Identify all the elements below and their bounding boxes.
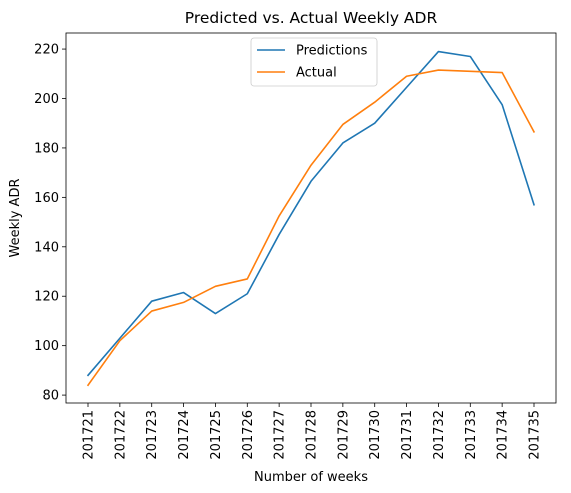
y-tick-label: 100	[34, 339, 59, 354]
x-tick-label: 201729	[336, 410, 351, 460]
x-tick-label: 201722	[113, 410, 128, 460]
y-tick-label: 200	[34, 92, 59, 107]
series-line-predictions	[86, 50, 536, 377]
x-axis-title: Number of weeks	[254, 470, 368, 485]
x-tick-label: 201735	[528, 410, 543, 460]
x-tick-label: 201728	[305, 410, 320, 460]
x-tick-label: 201721	[82, 410, 97, 460]
x-tick-label: 201724	[177, 410, 192, 460]
y-tick-label: 220	[34, 43, 59, 58]
x-tick-label: 201731	[400, 410, 415, 460]
y-tick-label: 140	[34, 240, 59, 255]
y-tick-label: 160	[34, 191, 59, 206]
y-tick-label: 80	[42, 389, 59, 404]
legend-label: Actual	[296, 66, 337, 81]
chart-title: Predicted vs. Actual Weekly ADR	[185, 9, 438, 27]
x-tick-label: 201734	[496, 410, 511, 460]
axis-ticks: 80 100 120 140 160 180 200 220 201721 201722 20172…	[34, 43, 542, 460]
plot-area	[86, 50, 536, 387]
axes-frame	[65, 32, 557, 404]
x-tick-label: 201723	[145, 410, 160, 460]
x-tick-label: 201726	[241, 410, 256, 460]
x-tick-label: 201730	[368, 410, 383, 460]
x-tick-label: 201727	[273, 410, 288, 460]
legend: Predictions Actual	[250, 37, 378, 87]
y-axis-title: Weekly ADR	[8, 179, 23, 258]
x-tick-label: 201725	[209, 410, 224, 460]
y-tick-label: 180	[34, 141, 59, 156]
y-tick-label: 120	[34, 290, 59, 305]
legend-label: Predictions	[296, 44, 368, 59]
series-line-actual	[86, 69, 536, 387]
x-tick-label: 201732	[432, 410, 447, 460]
x-tick-label: 201733	[464, 410, 479, 460]
